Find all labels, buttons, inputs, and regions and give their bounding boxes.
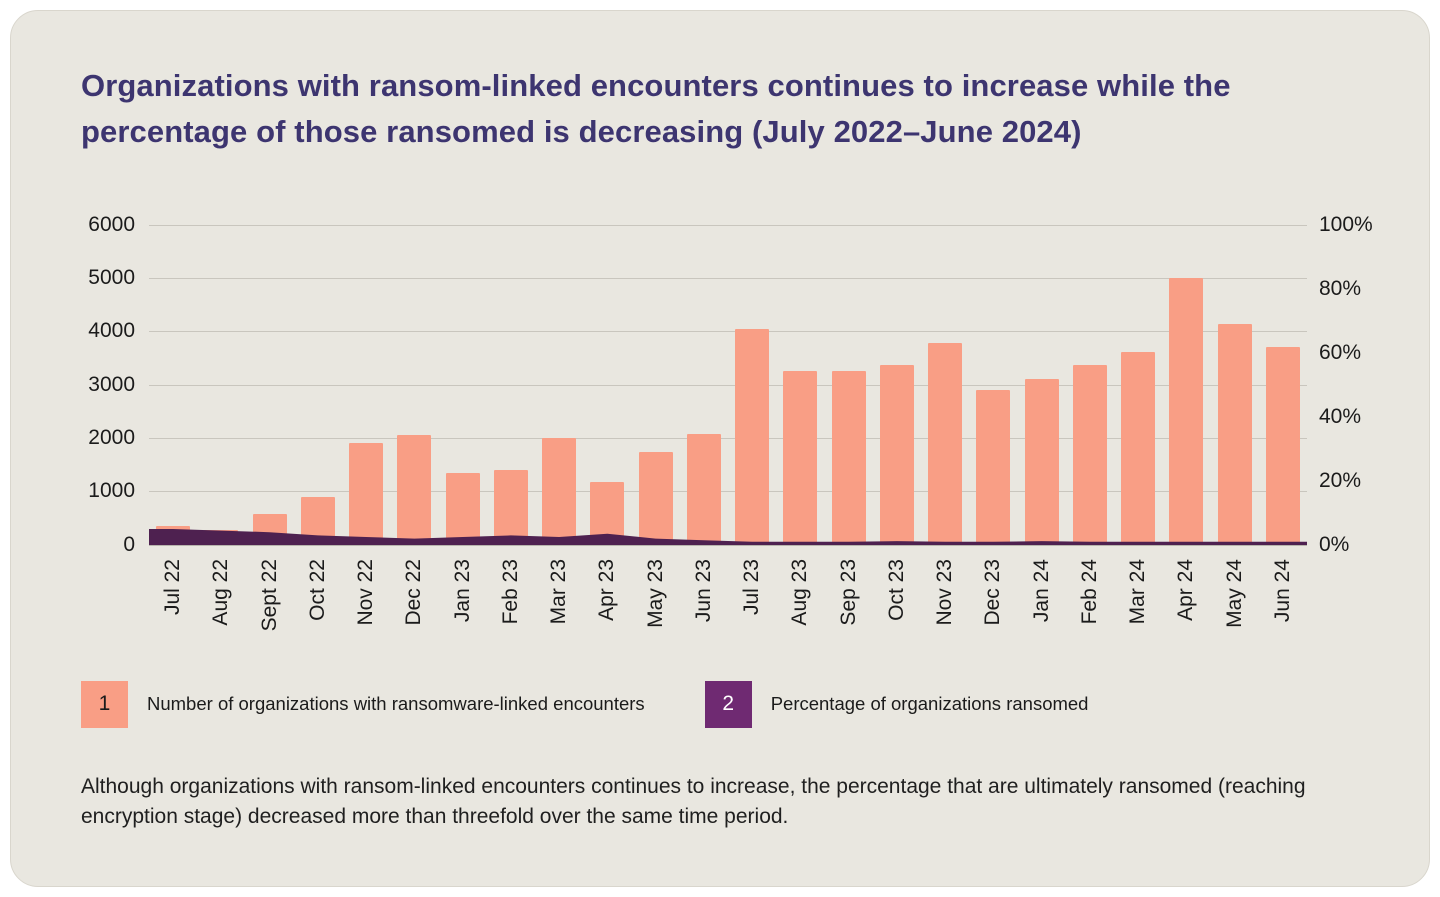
bar-series (149, 225, 1307, 545)
x-axis-label: Feb 24 (1077, 558, 1101, 625)
bar-slot (921, 225, 969, 545)
gridline (149, 438, 1307, 440)
left-axis-tick-label: 6000 (88, 212, 135, 236)
bar (1072, 365, 1107, 545)
gridline (149, 331, 1307, 333)
bar (1217, 324, 1252, 545)
x-axis-label: Apr 24 (1174, 558, 1198, 621)
bar-slot (776, 225, 824, 545)
chart-title: Organizations with ransom-linked encount… (81, 68, 1231, 149)
bar-slot (680, 225, 728, 545)
legend-item-ransomed: 2 Percentage of organizations ransomed (704, 680, 1089, 728)
gridline (149, 544, 1307, 546)
x-axis-label: May 24 (1222, 558, 1246, 628)
x-axis-label: Jun 24 (1270, 558, 1294, 622)
bar (831, 370, 866, 545)
right-axis-tick-label: 40% (1319, 404, 1362, 428)
x-axis-label: May 23 (643, 558, 667, 628)
bar-slot (487, 225, 535, 545)
right-axis-tick-label: 0% (1319, 532, 1350, 556)
x-axis-label: Jan 24 (1029, 558, 1053, 622)
legend-label-1: Number of organizations with ransomware-… (147, 693, 645, 715)
x-axis-label: Mar 24 (1126, 558, 1150, 625)
x-axis-label: Jun 23 (691, 558, 715, 622)
x-axis-label: Sept 22 (257, 558, 281, 632)
right-axis-tick-label: 60% (1319, 340, 1362, 364)
gridline (149, 491, 1307, 493)
bar-slot (439, 225, 487, 545)
bar-slot (825, 225, 873, 545)
x-axis-label: Dec 22 (402, 558, 426, 626)
x-axis: Jul 22 Aug 22 Sept 22 Oct 22 Nov 22 Dec 22 Jan… (149, 559, 1307, 671)
left-axis-tick-label: 1000 (88, 479, 135, 503)
x-axis-label: Aug 22 (209, 558, 233, 626)
x-axis-label: Jul 22 (161, 558, 185, 615)
gridline (149, 224, 1307, 226)
area-series (149, 528, 1307, 545)
gridline (149, 384, 1307, 386)
legend-label-2: Percentage of organizations ransomed (770, 693, 1089, 715)
x-axis-label: Oct 22 (305, 558, 329, 621)
bar (1121, 351, 1155, 545)
bar (542, 438, 576, 545)
bar-slot (632, 225, 680, 545)
bar-slot (1259, 225, 1307, 545)
bar (928, 343, 962, 545)
right-axis-tick-label: 20% (1319, 468, 1362, 492)
gridline (149, 278, 1307, 280)
bar (783, 371, 818, 545)
bar (879, 365, 914, 545)
chart-card: Organizations with ransom-linked encount… (10, 10, 1430, 887)
bar (1265, 347, 1300, 545)
x-axis-label: Mar 23 (547, 558, 571, 625)
left-axis-tick-label: 2000 (88, 426, 135, 450)
x-axis-label: Dec 23 (981, 558, 1005, 626)
bar-slot (873, 225, 921, 545)
bar (686, 434, 721, 545)
bar-slot (1162, 225, 1210, 545)
bar-slot (728, 225, 776, 545)
bar (349, 443, 383, 545)
x-axis-label: Feb 23 (498, 558, 522, 625)
x-axis-label: Sep 23 (836, 558, 860, 626)
footnote: Although organizations with ransom-linke… (81, 774, 1306, 829)
left-axis-tick-label: 3000 (88, 372, 135, 396)
bar (445, 472, 480, 545)
bar-slot (969, 225, 1017, 545)
bar (638, 452, 673, 545)
bar-slot (1211, 225, 1259, 545)
bar (397, 435, 432, 545)
left-axis-tick-label: 0 (123, 532, 135, 556)
bar (735, 328, 769, 545)
legend-marker-1: 1 (81, 680, 128, 728)
x-axis-label: Jan 23 (450, 558, 474, 622)
left-axis-tick-label: 5000 (88, 266, 135, 290)
right-axis-tick-label: 100% (1319, 212, 1373, 236)
bar-slot (1066, 225, 1114, 545)
left-axis-tick-label: 4000 (88, 319, 135, 343)
bar (493, 470, 528, 545)
bar-slot (390, 225, 438, 545)
plot-area: 6000 5000 4000 3000 2000 1000 0 100% 80% 60% 40% 2… (88, 213, 1372, 556)
legend: 1 Number of organizations with ransomwar… (81, 680, 1359, 728)
x-axis-label: Apr 23 (595, 558, 619, 621)
bar-slot (1114, 225, 1162, 545)
bar-slot (342, 225, 390, 545)
bar-slot (535, 225, 583, 545)
legend-marker-2: 2 (704, 680, 752, 728)
x-axis-label: Jul 23 (740, 558, 764, 615)
right-axis-tick-label: 80% (1319, 276, 1362, 300)
x-axis-label: Aug 23 (788, 558, 812, 626)
bar (976, 390, 1011, 545)
bar (1024, 379, 1059, 545)
x-axis-label: Nov 23 (933, 558, 957, 626)
x-axis-label: Nov 22 (354, 558, 378, 626)
area-polygon (149, 528, 1307, 545)
bar (1169, 278, 1204, 545)
x-axis-label: Oct 23 (884, 558, 908, 621)
bar-slot (1018, 225, 1066, 545)
legend-item-encounters: 1 Number of organizations with ransomwar… (81, 680, 645, 728)
